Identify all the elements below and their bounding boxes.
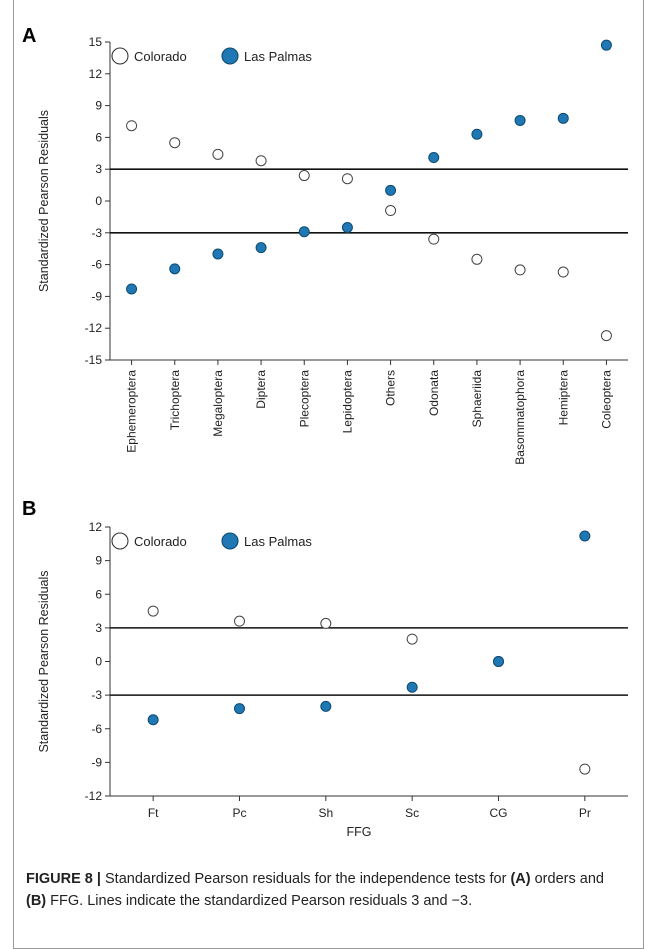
panel-a-point-las-palmas <box>126 283 138 295</box>
panel-b-point-colorado <box>579 763 591 775</box>
panel-b-x-tick-label: Ft <box>148 806 159 820</box>
panel-a-y-tick-label: 15 <box>89 35 103 49</box>
panel-a-point-colorado <box>341 173 353 185</box>
panel-a-point-colorado <box>298 170 310 182</box>
caption-text-2: orders and <box>530 871 604 887</box>
panel-a-y-tick-label: 12 <box>89 67 103 81</box>
panel-a-y-tick-label: 9 <box>95 99 102 113</box>
panel-b-point-colorado <box>234 615 245 627</box>
panel-a-y-tick-label: -3 <box>91 226 102 240</box>
panel-a-point-colorado <box>600 330 612 342</box>
panel-a-point-las-palmas <box>341 222 353 233</box>
panel-a-point-colorado <box>126 120 138 132</box>
caption-text-3: FFG. Lines indicate the standardized Pea… <box>46 893 473 909</box>
panel-a-point-colorado <box>255 155 267 167</box>
panel-a-x-tick-label: Lepidoptera <box>340 370 354 434</box>
panel-a-point-las-palmas <box>385 184 397 196</box>
panel-a-point-las-palmas <box>471 128 483 140</box>
panel-b-point-las-palmas <box>147 714 159 726</box>
panel-b-y-tick-label: -12 <box>85 789 103 803</box>
panel-a-point-las-palmas <box>428 152 440 164</box>
panel-a-y-tick-label: -9 <box>91 289 102 303</box>
panel-b-letter: B <box>22 498 36 520</box>
panel-a-point-colorado <box>212 148 224 160</box>
panel-b-y-tick-label: -9 <box>91 755 102 769</box>
panel-a-y-tick-label: -12 <box>85 321 103 335</box>
panel-a-y-tick-label: 0 <box>95 194 102 208</box>
panel-a-letter: A <box>22 25 36 47</box>
panel-b-y-tick-label: 9 <box>95 554 102 568</box>
panel-b-legend-marker-colorado <box>111 532 129 550</box>
panel-b-x-tick-label: Pc <box>232 806 246 820</box>
panel-a-y-axis-title: Standardized Pearson Residuals <box>37 110 51 292</box>
panel-a-point-las-palmas <box>255 242 267 254</box>
panel-b-x-tick-label: Sh <box>318 806 333 820</box>
panel-a-x-tick-label: Coleoptera <box>599 370 613 429</box>
panel-b-y-tick-label: 12 <box>89 520 103 534</box>
panel-a-x-tick-label: Others <box>384 370 398 406</box>
panel-a-x-tick-label: Megaloptera <box>211 370 225 437</box>
panel-a-point-colorado <box>169 137 181 149</box>
panel-a-x-tick-label: Trichoptera <box>168 370 182 431</box>
panel-a-x-tick-label: Ephemeroptera <box>125 370 139 453</box>
panel-a-x-tick-label: Diptera <box>254 370 268 409</box>
figure-frame <box>13 0 644 949</box>
panel-b-y-tick-label: -3 <box>91 688 102 702</box>
panel-a-y-tick-label: 3 <box>95 162 102 176</box>
panel-b-point-las-palmas <box>579 530 591 542</box>
panel-a-point-colorado <box>557 266 569 278</box>
panel-b-y-tick-label: 3 <box>95 621 102 635</box>
panel-b-x-tick-label: Pr <box>579 806 591 820</box>
panel-a-point-las-palmas <box>557 112 569 124</box>
caption-bold-b: (B) <box>26 893 47 909</box>
panel-b-point-colorado <box>147 605 159 617</box>
panel-b-y-tick-label: 0 <box>95 655 102 669</box>
panel-a-point-las-palmas <box>600 39 612 51</box>
panel-a-y-tick-label: -6 <box>91 258 102 272</box>
panel-b-legend-label-colorado: Colorado <box>134 534 187 549</box>
panel-b-y-tick-label: 6 <box>95 587 102 601</box>
caption-bold-a: (A) <box>510 871 531 887</box>
panel-a-x-tick-label: Hemiptera <box>556 370 570 426</box>
panel-a-point-colorado <box>514 264 526 276</box>
panel-a-y-tick-label: -15 <box>85 353 103 367</box>
panel-a-legend-label-colorado: Colorado <box>134 49 187 64</box>
panel-b-x-tick-label: Sc <box>405 806 419 820</box>
panel-a-point-las-palmas <box>212 248 224 260</box>
panel-a-legend-marker-colorado <box>111 47 129 65</box>
caption-figure-label: FIGURE 8 | <box>26 871 101 887</box>
figure-caption: FIGURE 8 | Standardized Pearson residual… <box>26 868 626 912</box>
panel-a-point-colorado <box>385 205 397 217</box>
panel-a-point-colorado <box>471 253 483 265</box>
panel-b-point-las-palmas <box>493 656 504 667</box>
panel-b-point-colorado <box>406 633 418 645</box>
panel-b-legend-label-las-palmas: Las Palmas <box>244 534 312 549</box>
panel-a-point-las-palmas <box>169 263 181 275</box>
panel-a-point-las-palmas <box>514 114 526 126</box>
panel-b-x-axis-title: FFG <box>347 825 372 839</box>
panel-a-x-tick-label: Plecoptera <box>297 370 311 428</box>
panel-b-point-las-palmas <box>234 703 245 715</box>
caption-text-1: Standardized Pearson residuals for the i… <box>100 871 511 887</box>
panel-a-point-colorado <box>428 233 440 245</box>
panel-a-point-las-palmas <box>298 226 310 238</box>
panel-b-y-axis-title: Standardized Pearson Residuals <box>37 570 51 752</box>
panel-b-point-colorado <box>320 617 332 629</box>
panel-a-y-tick-label: 6 <box>95 130 102 144</box>
panel-a-legend-label-las-palmas: Las Palmas <box>244 49 312 64</box>
panel-b-x-tick-label: CG <box>490 806 508 820</box>
panel-a-x-tick-label: Odonata <box>427 370 441 416</box>
panel-a-x-tick-label: Sphaeriida <box>470 370 484 428</box>
figure-svg: A 15 12 9 6 3 0 -3 -6 -9 -12 -15 Ephemeroptera Tricho… <box>22 25 628 839</box>
panel-b-legend-marker-las-palmas <box>221 532 239 550</box>
panel-b-point-las-palmas <box>406 681 418 693</box>
panel-a-legend-marker-las-palmas <box>221 47 239 65</box>
panel-a-x-tick-label: Basommatophora <box>513 370 527 465</box>
panel-b-point-las-palmas <box>320 700 332 712</box>
panel-b-y-tick-label: -6 <box>91 722 102 736</box>
